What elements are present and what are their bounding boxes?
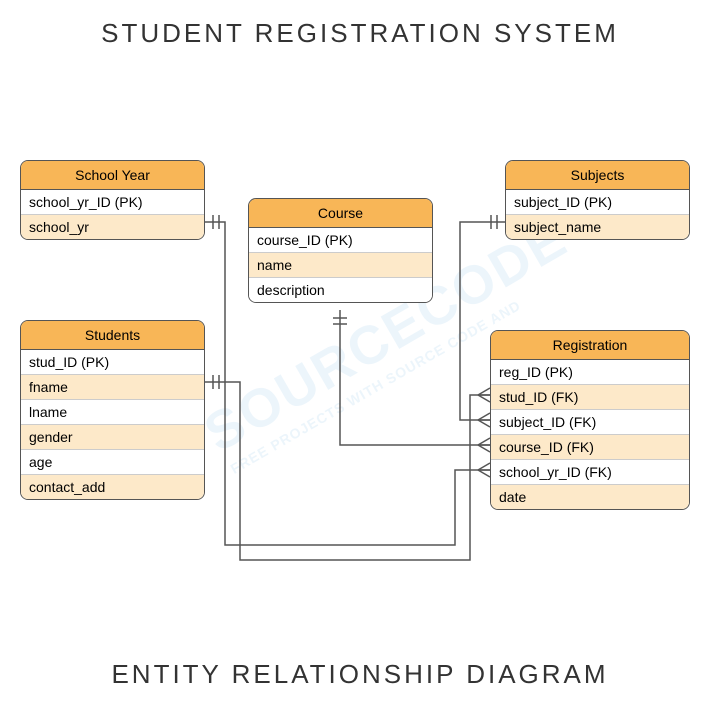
entity-row: gender [21,425,204,450]
entity-row: subject_name [506,215,689,239]
entity-row: description [249,278,432,302]
entity-subjects: Subjectssubject_ID (PK)subject_name [505,160,690,240]
connector-students-to-registration [205,382,490,560]
entity-school_year: School Yearschool_yr_ID (PK)school_yr [20,160,205,240]
entity-row: school_yr [21,215,204,239]
entity-header-registration: Registration [491,331,689,360]
er-canvas: School Yearschool_yr_ID (PK)school_yr Cou… [0,0,720,720]
entity-row: stud_ID (PK) [21,350,204,375]
entity-row: stud_ID (FK) [491,385,689,410]
entity-row: school_yr_ID (FK) [491,460,689,485]
entity-row: school_yr_ID (PK) [21,190,204,215]
entity-row: fname [21,375,204,400]
entity-registration: Registrationreg_ID (PK)stud_ID (FK)subje… [490,330,690,510]
entity-row: date [491,485,689,509]
page-subtitle: ENTITY RELATIONSHIP DIAGRAM [0,659,720,690]
entity-row: age [21,450,204,475]
entity-header-course: Course [249,199,432,228]
entity-header-school_year: School Year [21,161,204,190]
entity-header-students: Students [21,321,204,350]
entity-row: subject_ID (PK) [506,190,689,215]
entity-row: subject_ID (FK) [491,410,689,435]
entity-row: reg_ID (PK) [491,360,689,385]
entity-row: course_ID (FK) [491,435,689,460]
entity-students: Studentsstud_ID (PK)fnamelnamegenderagec… [20,320,205,500]
entity-course: Coursecourse_ID (PK)namedescription [248,198,433,303]
entity-header-subjects: Subjects [506,161,689,190]
entity-row: lname [21,400,204,425]
entity-row: name [249,253,432,278]
entity-row: contact_add [21,475,204,499]
entity-row: course_ID (PK) [249,228,432,253]
connector-course-to-registration [340,310,490,445]
